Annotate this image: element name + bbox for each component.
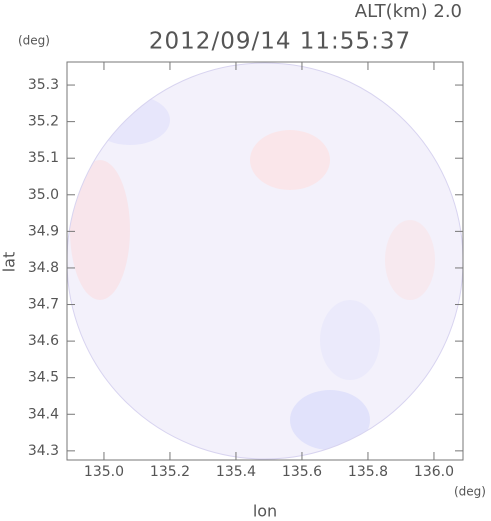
- y-axis-label: lat: [0, 252, 19, 273]
- y-tick-label: 34.6: [28, 333, 59, 349]
- x-tick-label: 136.0: [414, 464, 454, 480]
- x-tick-label: 135.6: [282, 464, 322, 480]
- x-tick-label: 135.4: [216, 464, 256, 480]
- x-tick-label: 135.8: [348, 464, 388, 480]
- y-tick-label: 35.2: [28, 114, 59, 130]
- y-tick-label: 34.7: [28, 297, 59, 313]
- chart-title: 2012/09/14 11:55:37: [149, 29, 411, 55]
- y-unit: (deg): [18, 34, 50, 48]
- y-tick-label: 34.8: [28, 260, 59, 276]
- x-unit: (deg): [454, 485, 486, 499]
- y-tick-label: 35.0: [28, 187, 59, 203]
- y-tick-label: 34.3: [28, 443, 59, 459]
- x-axis-label: lon: [253, 502, 277, 521]
- y-tick-label: 35.3: [28, 77, 59, 93]
- radar-field: [67, 63, 463, 459]
- y-tick-label: 35.1: [28, 150, 59, 166]
- x-tick-label: 135.2: [150, 464, 190, 480]
- plot-frame: [66, 61, 464, 461]
- y-tick-label: 34.9: [28, 223, 59, 239]
- y-tick-label: 34.4: [28, 406, 59, 422]
- x-tick-label: 135.0: [84, 464, 124, 480]
- annotation: ALT(km) 2.0: [355, 1, 462, 22]
- y-tick-label: 34.5: [28, 370, 59, 386]
